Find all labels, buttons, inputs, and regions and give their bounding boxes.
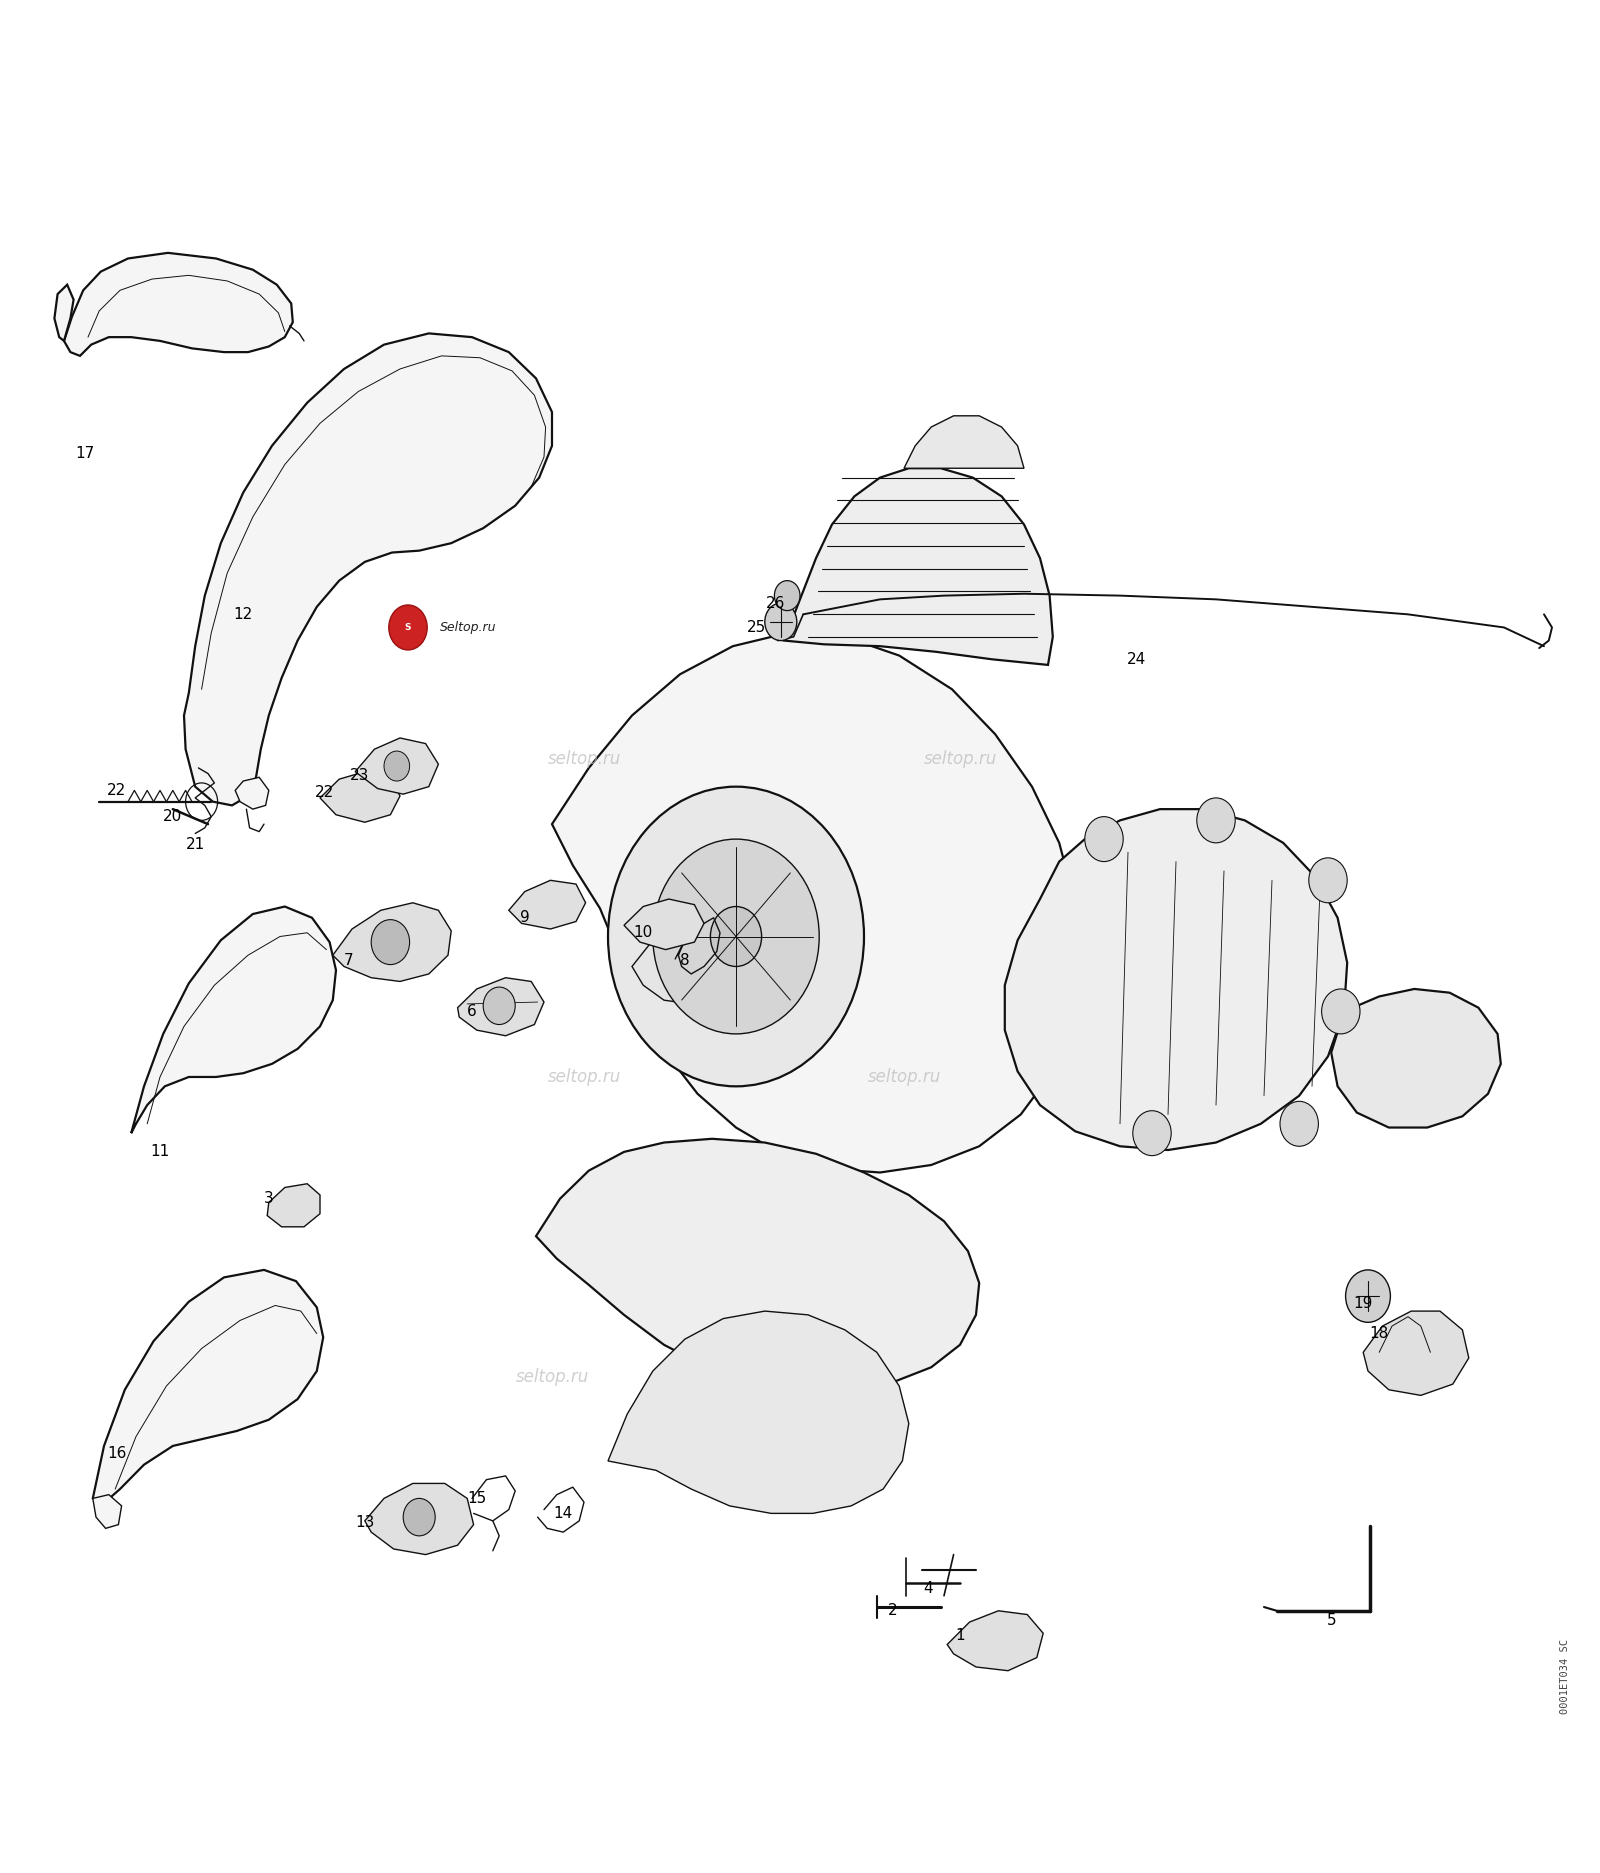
Text: 17: 17 bbox=[75, 446, 94, 461]
Text: 15: 15 bbox=[467, 1491, 486, 1506]
Circle shape bbox=[1085, 817, 1123, 862]
Polygon shape bbox=[624, 899, 704, 950]
Polygon shape bbox=[131, 907, 336, 1133]
Polygon shape bbox=[1005, 809, 1347, 1150]
Circle shape bbox=[371, 920, 410, 965]
Text: seltop.ru: seltop.ru bbox=[547, 749, 621, 768]
Circle shape bbox=[1197, 798, 1235, 843]
Polygon shape bbox=[235, 777, 269, 809]
Circle shape bbox=[483, 987, 515, 1025]
Text: 6: 6 bbox=[467, 1004, 477, 1019]
Circle shape bbox=[389, 605, 427, 650]
Polygon shape bbox=[333, 903, 451, 981]
Polygon shape bbox=[904, 416, 1024, 468]
Text: 22: 22 bbox=[107, 783, 126, 798]
Polygon shape bbox=[458, 978, 544, 1036]
Polygon shape bbox=[355, 738, 438, 794]
Text: 22: 22 bbox=[315, 785, 334, 800]
Text: 21: 21 bbox=[186, 837, 205, 852]
Circle shape bbox=[403, 1498, 435, 1536]
Polygon shape bbox=[536, 1139, 979, 1390]
Polygon shape bbox=[365, 1483, 474, 1555]
Text: 14: 14 bbox=[554, 1506, 573, 1521]
Circle shape bbox=[1133, 1111, 1171, 1156]
Text: 25: 25 bbox=[747, 620, 766, 635]
Text: seltop.ru: seltop.ru bbox=[867, 1068, 941, 1086]
Text: 3: 3 bbox=[264, 1191, 274, 1206]
Text: Seltop.ru: Seltop.ru bbox=[440, 622, 496, 633]
Text: 18: 18 bbox=[1370, 1326, 1389, 1341]
Polygon shape bbox=[552, 633, 1080, 1172]
Circle shape bbox=[1309, 858, 1347, 903]
Text: 7: 7 bbox=[344, 953, 354, 968]
Polygon shape bbox=[632, 925, 730, 1004]
Text: 26: 26 bbox=[766, 596, 786, 611]
Text: 11: 11 bbox=[150, 1144, 170, 1159]
Text: 5: 5 bbox=[1326, 1613, 1336, 1628]
Circle shape bbox=[1322, 989, 1360, 1034]
Text: 23: 23 bbox=[350, 768, 370, 783]
Text: 2: 2 bbox=[888, 1603, 898, 1618]
Polygon shape bbox=[184, 333, 552, 805]
Circle shape bbox=[774, 581, 800, 611]
Circle shape bbox=[608, 787, 864, 1086]
Polygon shape bbox=[320, 772, 400, 822]
Polygon shape bbox=[1363, 1311, 1469, 1395]
Circle shape bbox=[384, 751, 410, 781]
Polygon shape bbox=[93, 1270, 323, 1506]
Circle shape bbox=[1280, 1101, 1318, 1146]
Text: 8: 8 bbox=[680, 953, 690, 968]
Text: 9: 9 bbox=[520, 910, 530, 925]
Text: 0001ET034 SC: 0001ET034 SC bbox=[1560, 1639, 1570, 1714]
Text: 4: 4 bbox=[923, 1581, 933, 1596]
Polygon shape bbox=[784, 468, 1053, 665]
Polygon shape bbox=[1331, 989, 1501, 1128]
Polygon shape bbox=[54, 285, 74, 341]
Polygon shape bbox=[64, 253, 293, 356]
Text: 1: 1 bbox=[955, 1628, 965, 1643]
Polygon shape bbox=[267, 1184, 320, 1227]
Polygon shape bbox=[947, 1611, 1043, 1671]
Text: seltop.ru: seltop.ru bbox=[515, 1367, 589, 1386]
Text: 12: 12 bbox=[234, 607, 253, 622]
Text: 10: 10 bbox=[634, 925, 653, 940]
Circle shape bbox=[710, 907, 762, 966]
Circle shape bbox=[653, 839, 819, 1034]
Circle shape bbox=[765, 603, 797, 641]
Text: 20: 20 bbox=[163, 809, 182, 824]
Text: 16: 16 bbox=[107, 1446, 126, 1461]
Polygon shape bbox=[608, 1311, 909, 1513]
Text: seltop.ru: seltop.ru bbox=[923, 749, 997, 768]
Polygon shape bbox=[93, 1495, 122, 1528]
Text: 24: 24 bbox=[1126, 652, 1146, 667]
Text: S: S bbox=[405, 624, 411, 631]
Text: 13: 13 bbox=[355, 1515, 374, 1530]
Circle shape bbox=[1346, 1270, 1390, 1322]
Text: seltop.ru: seltop.ru bbox=[547, 1068, 621, 1086]
Text: 19: 19 bbox=[1354, 1296, 1373, 1311]
Polygon shape bbox=[509, 880, 586, 929]
